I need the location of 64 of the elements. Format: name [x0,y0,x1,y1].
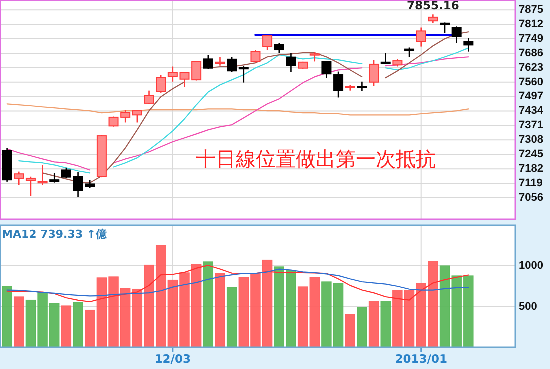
candlestick [250,49,261,64]
bar [345,314,356,348]
candlestick [50,172,60,184]
candlestick [238,65,249,84]
y-tick-label: 7497 [519,90,544,103]
y-tick-label: 7560 [519,76,544,88]
candlestick [132,110,142,124]
candlestick [369,59,380,87]
candlestick [310,52,320,62]
y-tick-label: 7686 [519,47,544,60]
y-tick-label: 7875 [519,4,544,16]
candlestick [156,74,166,94]
bar [85,310,96,348]
candlestick [464,38,474,52]
candlestick [192,60,202,82]
x-tick-label: 2013/01 [395,352,448,366]
candlestick [440,22,450,34]
candlestick [144,90,154,105]
bar [298,286,308,348]
candlestick [227,56,238,74]
candlestick [357,81,368,92]
candlestick [322,60,332,80]
bar [310,277,320,348]
candlestick [26,176,36,197]
bar [2,286,12,348]
candlestick [203,54,214,70]
bar [215,273,226,348]
y-tick-label: 7056 [519,192,544,204]
bar [226,287,238,348]
y-tick-label: 500 [519,300,538,313]
y-tick-label: 7434 [519,105,544,118]
line-series [6,268,470,297]
y-tick-label: 7119 [519,177,543,190]
annotation: 十日線位置做出第一次抵抗 [196,147,436,171]
candlestick [286,52,296,74]
candlestick [38,164,48,186]
annotation: 7855.16 [406,0,460,13]
y-tick-label: 7245 [519,148,544,161]
bar [357,307,368,348]
bar [73,302,84,348]
line-series [6,265,470,303]
candlestick [416,27,426,48]
y-tick-label: 7308 [519,134,544,146]
candlestick [61,167,72,180]
candlestick [380,52,391,65]
bar [368,301,380,348]
bar [380,301,391,348]
bar [203,262,214,348]
candlestick [452,26,462,44]
candlestick [334,71,344,98]
candlestick [274,42,284,54]
candlestick [404,47,415,58]
x-tick-label: 12/03 [154,352,192,366]
bar [61,306,72,348]
y-tick-label: 7371 [519,120,544,132]
y-tick-label: 7812 [519,18,544,30]
chart-title: MA12 739.33 ↑億 [2,228,108,241]
y-tick-label: 7182 [519,162,544,175]
y-tick-label: 7623 [519,62,544,74]
y-tick-label: 7749 [519,32,544,45]
candlestick [14,171,24,186]
bar [14,296,24,348]
y-tick-label: 1000 [519,260,544,272]
candlestick [262,34,273,51]
